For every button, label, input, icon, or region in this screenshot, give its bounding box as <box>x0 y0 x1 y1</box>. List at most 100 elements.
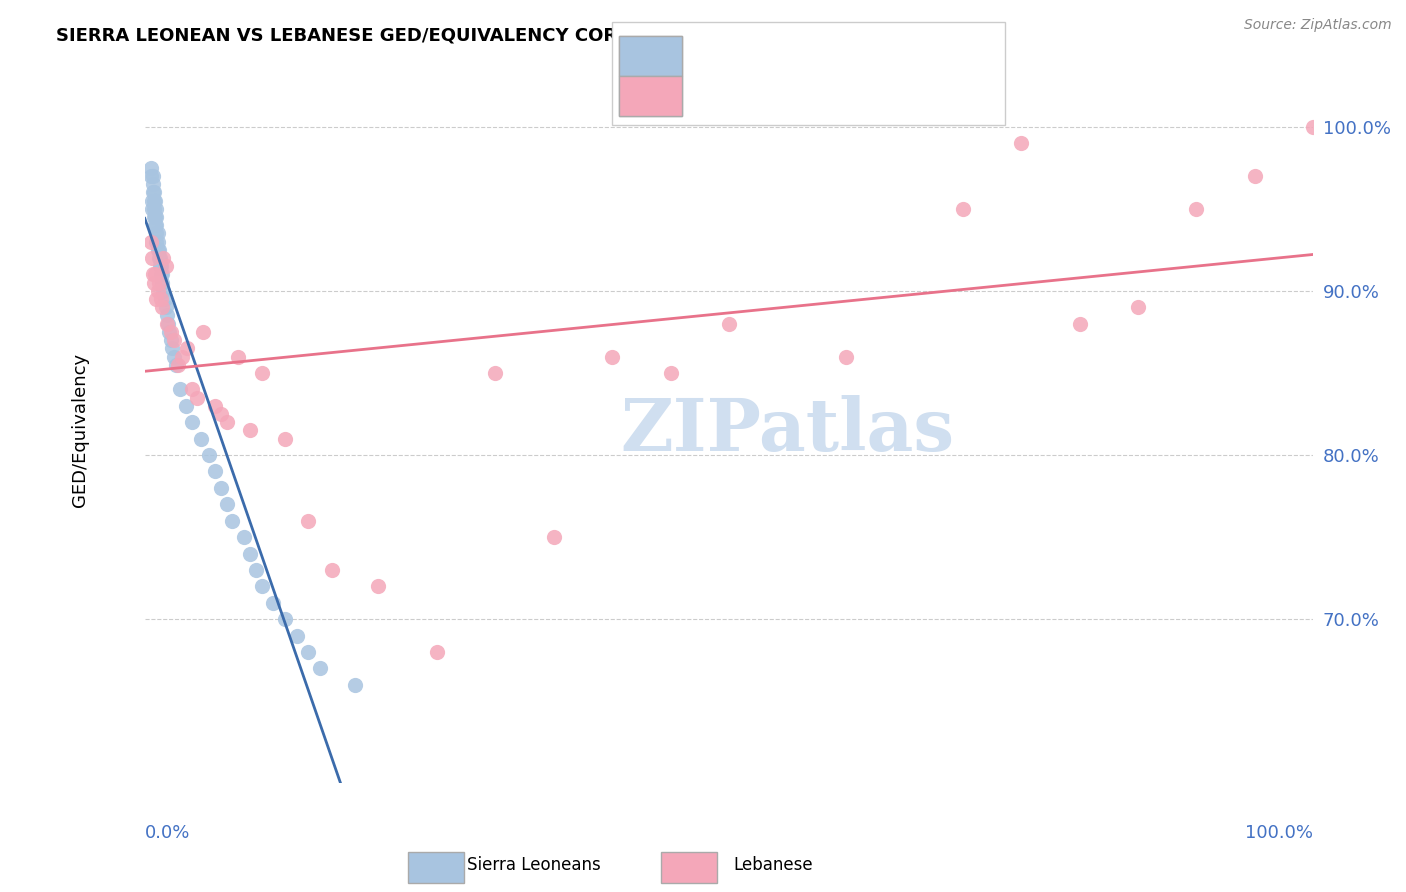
Point <box>143 194 166 208</box>
Point <box>1185 202 1208 216</box>
Point <box>215 497 238 511</box>
Point <box>659 366 682 380</box>
Point <box>1126 300 1149 314</box>
Point <box>600 350 623 364</box>
Point <box>145 227 167 241</box>
Point <box>145 210 167 224</box>
Point <box>143 202 166 216</box>
Point <box>156 317 179 331</box>
Point <box>150 300 173 314</box>
Point <box>141 194 163 208</box>
Point <box>145 218 167 232</box>
Point <box>169 383 191 397</box>
Point <box>145 292 167 306</box>
Point <box>215 415 238 429</box>
Point <box>141 251 163 265</box>
Point <box>146 243 169 257</box>
Text: Source: ZipAtlas.com: Source: ZipAtlas.com <box>1244 18 1392 32</box>
Point <box>1243 169 1265 183</box>
Text: R = -0.282   N = 59: R = -0.282 N = 59 <box>696 40 873 58</box>
Point <box>148 243 170 257</box>
Point <box>150 268 173 282</box>
Point <box>274 432 297 446</box>
Point <box>367 579 389 593</box>
Point <box>297 645 319 659</box>
Point <box>165 358 187 372</box>
Point <box>149 259 172 273</box>
Point <box>262 596 284 610</box>
Point <box>180 415 202 429</box>
Point <box>143 210 166 224</box>
Point <box>172 350 194 364</box>
Point <box>139 235 162 249</box>
Point <box>159 333 181 347</box>
Point <box>484 366 506 380</box>
Point <box>150 276 173 290</box>
Point <box>141 202 163 216</box>
Point <box>209 481 232 495</box>
Point <box>142 169 165 183</box>
Point <box>835 350 858 364</box>
Point <box>150 259 173 273</box>
Point <box>180 383 202 397</box>
Point <box>142 268 165 282</box>
Point <box>543 530 565 544</box>
Point <box>150 292 173 306</box>
Point <box>163 333 186 347</box>
Point <box>221 514 243 528</box>
Point <box>143 268 166 282</box>
Point <box>139 169 162 183</box>
Point <box>163 350 186 364</box>
Point <box>143 276 166 290</box>
Point <box>148 276 170 290</box>
Point <box>233 530 256 544</box>
Point <box>250 366 273 380</box>
Point <box>309 661 332 675</box>
Point <box>139 161 162 175</box>
Text: SIERRA LEONEAN VS LEBANESE GED/EQUIVALENCY CORRELATION CHART: SIERRA LEONEAN VS LEBANESE GED/EQUIVALEN… <box>56 27 790 45</box>
Point <box>204 399 226 413</box>
Point <box>186 391 208 405</box>
Point <box>426 645 449 659</box>
Point <box>250 579 273 593</box>
Point <box>149 251 172 265</box>
Point <box>1069 317 1091 331</box>
Point <box>239 424 262 438</box>
Point <box>143 210 166 224</box>
Point <box>239 547 262 561</box>
Point <box>146 235 169 249</box>
Point <box>226 350 249 364</box>
Text: 100.0%: 100.0% <box>1246 824 1313 842</box>
Point <box>157 317 180 331</box>
Point <box>143 186 166 200</box>
Point <box>245 563 267 577</box>
Point <box>1302 120 1324 134</box>
Point <box>150 268 173 282</box>
Point <box>152 251 174 265</box>
Point <box>155 259 177 273</box>
Text: 0.0%: 0.0% <box>145 824 190 842</box>
Point <box>157 325 180 339</box>
Point <box>143 194 166 208</box>
Point <box>156 309 179 323</box>
Point <box>344 678 367 692</box>
Point <box>209 407 232 421</box>
Point <box>297 514 319 528</box>
Point <box>198 448 221 462</box>
Point <box>155 300 177 314</box>
Point <box>193 325 215 339</box>
Point <box>145 202 167 216</box>
Point <box>190 432 212 446</box>
Point <box>176 342 198 356</box>
Text: Sierra Leoneans: Sierra Leoneans <box>467 856 602 874</box>
Point <box>148 251 170 265</box>
Point <box>1010 136 1032 150</box>
Point <box>152 284 174 298</box>
Point <box>285 629 308 643</box>
Point <box>274 612 297 626</box>
Point <box>146 227 169 241</box>
Point <box>160 342 183 356</box>
Point <box>145 235 167 249</box>
Point <box>143 218 166 232</box>
Point <box>204 465 226 479</box>
